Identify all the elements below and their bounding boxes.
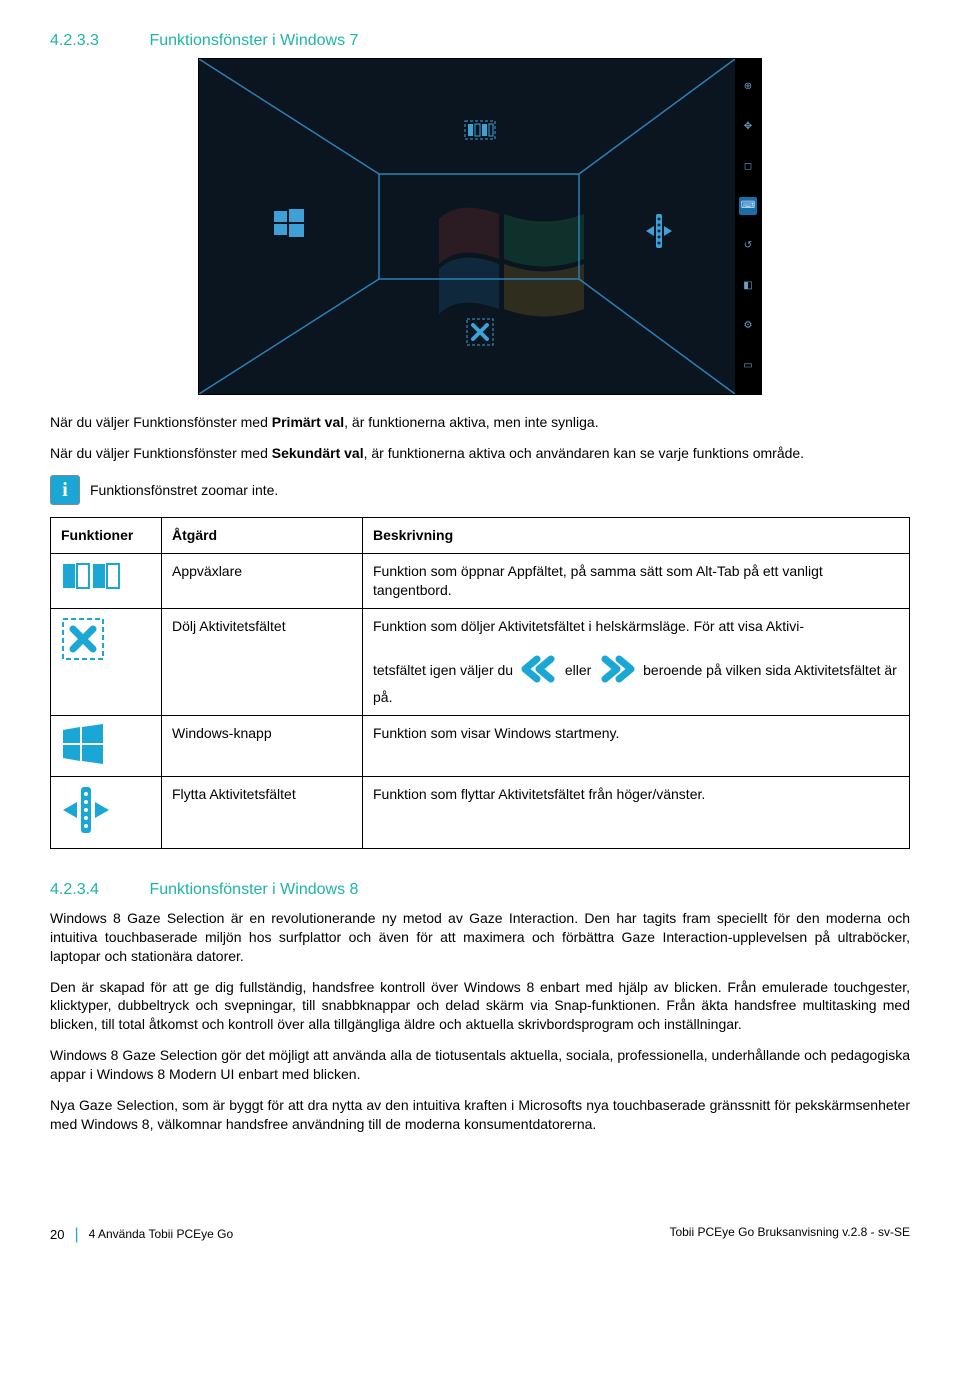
toolbar-btn-4-selected[interactable]: ⌨ bbox=[739, 197, 757, 215]
cell-action: Windows-knapp bbox=[162, 715, 363, 777]
toolbar-btn-7[interactable]: ⚙ bbox=[739, 317, 757, 335]
windows-icon bbox=[61, 724, 105, 764]
th-atgard: Åtgärd bbox=[162, 518, 363, 554]
doc-version: Tobii PCEye Go Bruksanvisning v.2.8 - sv… bbox=[669, 1224, 910, 1246]
cell-action: Dölj Aktivitetsfältet bbox=[162, 608, 363, 715]
footer-divider: | bbox=[72, 1224, 80, 1246]
move-taskbar-icon bbox=[61, 785, 111, 835]
bold-text: Primärt val bbox=[272, 414, 344, 430]
toolbar-btn-2[interactable]: ✥ bbox=[739, 117, 757, 135]
bold-text: Sekundärt val bbox=[272, 445, 364, 461]
gaze-toolbar: ⊕ ✥ ◻ ⌨ ↺ ◧ ⚙ ▭ bbox=[735, 59, 761, 394]
intro-paragraph-2: När du väljer Funktionsfönster med Sekun… bbox=[50, 444, 910, 463]
toolbar-btn-8[interactable]: ▭ bbox=[739, 357, 757, 375]
text-fragment: tetsfältet igen väljer du bbox=[373, 662, 517, 678]
info-note: Funktionsfönstret zoomar inte. bbox=[50, 475, 910, 505]
page-footer: 20 | 4 Använda Tobii PCEye Go Tobii PCEy… bbox=[50, 1224, 910, 1246]
cell-desc: Funktion som flyttar Aktivitetsfältet fr… bbox=[363, 777, 910, 849]
cell-desc: Funktion som döljer Aktivitetsfältet i h… bbox=[363, 608, 910, 715]
appswitcher-icon bbox=[61, 562, 123, 590]
section-number: 4.2.3.4 bbox=[50, 879, 145, 901]
toolbar-btn-5[interactable]: ↺ bbox=[739, 237, 757, 255]
cell-desc: Funktion som öppnar Appfältet, på samma … bbox=[363, 554, 910, 609]
chapter-label: 4 Använda Tobii PCEye Go bbox=[89, 1226, 234, 1242]
table-row: Flytta Aktivitetsfältet Funktion som fly… bbox=[51, 777, 910, 849]
info-text: Funktionsfönstret zoomar inte. bbox=[90, 481, 278, 500]
body-p2: Den är skapad för att ge dig fullständig… bbox=[50, 978, 910, 1035]
cell-icon-hide-taskbar bbox=[51, 608, 162, 715]
section-title: Funktionsfönster i Windows 7 bbox=[149, 32, 358, 49]
cell-icon-windows bbox=[51, 715, 162, 777]
text-fragment: eller bbox=[565, 662, 595, 678]
function-window-screenshot: ⊕ ✥ ◻ ⌨ ↺ ◧ ⚙ ▭ bbox=[198, 58, 762, 395]
section-heading-4233: 4.2.3.3 Funktionsfönster i Windows 7 bbox=[50, 30, 910, 52]
body-p4: Nya Gaze Selection, som är byggt för att… bbox=[50, 1096, 910, 1134]
screenshot-container: ⊕ ✥ ◻ ⌨ ↺ ◧ ⚙ ▭ bbox=[50, 58, 910, 400]
cell-icon-move-taskbar bbox=[51, 777, 162, 849]
cell-action: Flytta Aktivitetsfältet bbox=[162, 777, 363, 849]
th-beskrivning: Beskrivning bbox=[363, 518, 910, 554]
body-p1: Windows 8 Gaze Selection är en revolutio… bbox=[50, 909, 910, 966]
text-fragment: När du väljer Funktionsfönster med bbox=[50, 414, 272, 430]
chevrons-left-icon bbox=[521, 655, 557, 688]
cell-desc: Funktion som visar Windows startmeny. bbox=[363, 715, 910, 777]
toolbar-btn-3[interactable]: ◻ bbox=[739, 157, 757, 175]
text-fragment: När du väljer Funktionsfönster med bbox=[50, 445, 272, 461]
text-fragment: Funktion som döljer Aktivitetsfältet i h… bbox=[373, 618, 804, 634]
toolbar-btn-6[interactable]: ◧ bbox=[739, 277, 757, 295]
table-row: Windows-knapp Funktion som visar Windows… bbox=[51, 715, 910, 777]
text-fragment: , är funktionerna aktiva och användaren … bbox=[364, 445, 804, 461]
text-fragment: , är funktionerna aktiva, men inte synli… bbox=[344, 414, 598, 430]
body-p3: Windows 8 Gaze Selection gör det möjligt… bbox=[50, 1046, 910, 1084]
section-heading-4234: 4.2.3.4 Funktionsfönster i Windows 8 bbox=[50, 879, 910, 901]
info-icon bbox=[50, 475, 80, 505]
cell-action: Appväxlare bbox=[162, 554, 363, 609]
section-title: Funktionsfönster i Windows 8 bbox=[149, 881, 358, 898]
th-funktioner: Funktioner bbox=[51, 518, 162, 554]
page-number: 20 bbox=[50, 1226, 64, 1244]
table-row: Appväxlare Funktion som öppnar Appfältet… bbox=[51, 554, 910, 609]
chevrons-right-icon bbox=[599, 655, 635, 688]
intro-paragraph-1: När du väljer Funktionsfönster med Primä… bbox=[50, 413, 910, 432]
functions-table: Funktioner Åtgärd Beskrivning Appväxlare… bbox=[50, 517, 910, 849]
hide-taskbar-icon bbox=[61, 617, 105, 661]
cell-icon-appswitcher bbox=[51, 554, 162, 609]
toolbar-btn-1[interactable]: ⊕ bbox=[739, 78, 757, 96]
table-header-row: Funktioner Åtgärd Beskrivning bbox=[51, 518, 910, 554]
table-row: Dölj Aktivitetsfältet Funktion som dölje… bbox=[51, 608, 910, 715]
section-number: 4.2.3.3 bbox=[50, 30, 145, 52]
